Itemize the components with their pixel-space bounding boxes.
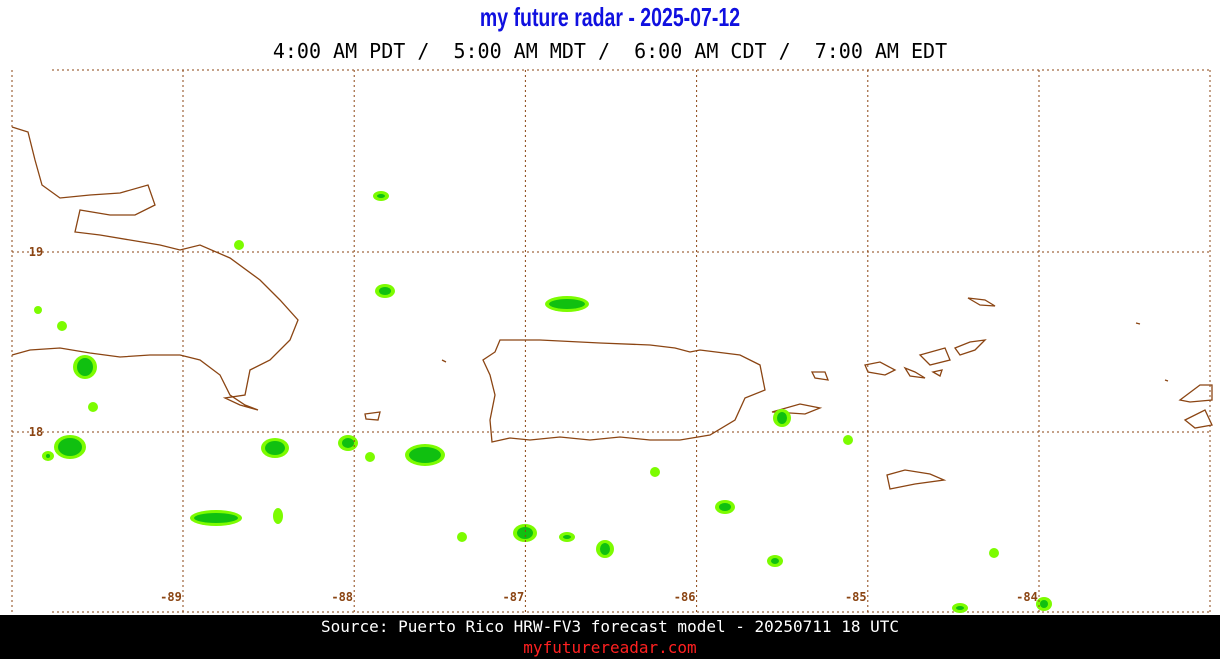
radar-echo (989, 548, 999, 558)
radar-echo-core (46, 454, 50, 458)
radar-echo-core (77, 358, 93, 376)
radar-echo (57, 321, 67, 331)
radar-echo-core (777, 412, 787, 424)
times: 4:00 AM PDT / 5:00 AM MDT / 6:00 AM CDT … (272, 39, 948, 63)
coastline (810, 339, 987, 381)
map: -89 -88 -87 -86 -85 -84 19 18 (11, 69, 1213, 613)
radar-echo-core (956, 606, 964, 610)
lon-label: -88 (331, 590, 353, 604)
radar-echo-core (379, 287, 391, 295)
radar-echo-core (549, 299, 585, 309)
title: my future radar - 2025-07-12 (479, 2, 741, 32)
source: Source: Puerto Rico HRW-FV3 forecast mod… (321, 617, 899, 636)
radar-echo (34, 306, 42, 314)
radar-echo-core (771, 558, 779, 564)
lon-label: -89 (160, 590, 182, 604)
radar-echo-core (58, 438, 82, 456)
radar-echo-core (194, 513, 238, 523)
radar-echo-core (517, 527, 533, 539)
radar-echo-core (409, 447, 441, 463)
radar-echo (650, 467, 660, 477)
radar-echo-core (719, 503, 731, 511)
radar-echo-core (377, 194, 385, 198)
coastline (364, 411, 381, 421)
radar-echo (843, 435, 853, 445)
coastline (482, 339, 766, 443)
radar-echo (234, 240, 244, 250)
radar-echo (88, 402, 98, 412)
footer: Source: Puerto Rico HRW-FV3 forecast mod… (0, 615, 1220, 659)
lat-label: 19 (29, 245, 43, 259)
radar-echo (365, 452, 375, 462)
lon-label: -87 (503, 590, 525, 604)
coastline (886, 469, 947, 490)
site-link[interactable]: myfuturereadar.com (523, 638, 697, 657)
lon-label: -86 (674, 590, 696, 604)
coastline (11, 126, 299, 411)
radar-echoes (34, 191, 1052, 613)
lat-label: 18 (29, 425, 43, 439)
radar-echo-core (600, 543, 610, 555)
lon-label: -84 (1016, 590, 1038, 604)
radar-echo-core (1040, 600, 1048, 608)
radar-echo-core (265, 441, 285, 455)
radar-echo (457, 532, 467, 542)
radar-echo (273, 508, 283, 524)
coastline (441, 297, 1169, 382)
radar-echo-core (563, 535, 571, 539)
lon-label: -85 (845, 590, 867, 604)
coastlines (11, 126, 1213, 490)
coastline (1178, 384, 1213, 429)
radar-echo-core (342, 438, 354, 448)
